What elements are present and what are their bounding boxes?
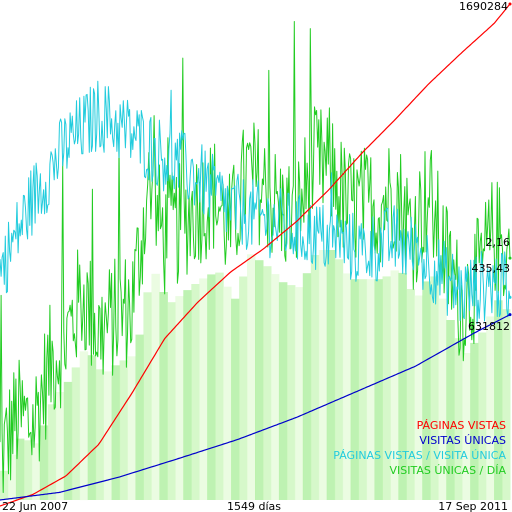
legend-page-views: PÁGINAS VISTAS <box>417 419 506 432</box>
background-band <box>119 360 128 500</box>
unique-visits-line <box>0 314 511 501</box>
background-band <box>446 320 455 500</box>
background-band <box>151 273 160 500</box>
daily-visits-end-value: 435,43 <box>472 262 511 275</box>
background-band <box>239 276 248 500</box>
background-band <box>350 279 360 500</box>
background-band <box>286 285 296 500</box>
background-band <box>143 292 152 500</box>
legend-pages-per-visit: PÁGINAS VISTAS / VISITA ÚNICA <box>333 449 506 462</box>
background-band <box>231 298 240 500</box>
background-band <box>414 295 423 500</box>
pages-per-visit-line <box>0 80 511 325</box>
background-band <box>103 371 113 500</box>
background-band <box>462 353 471 500</box>
pages-per-visit-end-point <box>508 295 512 299</box>
background-band <box>470 342 479 500</box>
background-band <box>366 279 376 500</box>
background-band <box>438 298 447 500</box>
background-band <box>0 470 9 500</box>
background-band <box>183 290 192 500</box>
x-end-label: 17 Sep 2011 <box>438 500 508 512</box>
background-band <box>79 351 89 501</box>
page-views-line <box>0 3 511 507</box>
unique-visits-end-value: 631812 <box>468 320 510 333</box>
background-band <box>63 381 73 500</box>
background-band <box>199 278 208 500</box>
ratio-end-value: 2,16 <box>486 236 511 249</box>
background-band <box>454 338 463 500</box>
unique-visits-end-point <box>508 313 512 317</box>
background-band <box>326 250 336 500</box>
background-band <box>127 356 136 500</box>
background-band <box>159 292 168 500</box>
background-band <box>374 279 383 500</box>
background-band <box>23 440 33 500</box>
background-band <box>430 276 439 500</box>
x-axis-label: 1549 días <box>227 500 281 512</box>
background-band <box>55 392 65 500</box>
background-band <box>47 404 57 500</box>
background-band <box>215 272 224 500</box>
background-band <box>87 355 97 500</box>
daily-visits-end-point <box>508 256 512 260</box>
background-band <box>247 254 256 500</box>
background-band <box>358 279 368 500</box>
page-views-end-value: 1690284 <box>459 0 508 13</box>
background-band <box>111 365 121 500</box>
legend-unique-visits: VISITAS ÚNICAS <box>419 434 506 447</box>
background-band <box>15 438 25 500</box>
background-band <box>71 367 81 500</box>
background-band <box>398 272 407 500</box>
background-band <box>135 334 144 500</box>
daily-visits-line <box>0 21 511 493</box>
page-views-end-point <box>508 2 512 6</box>
background-band <box>486 316 495 500</box>
background-band <box>406 289 415 500</box>
background-band <box>223 286 232 500</box>
background-band <box>270 274 280 500</box>
background-band <box>302 273 312 500</box>
background-band <box>8 454 17 500</box>
background-band <box>175 296 184 500</box>
x-start-label: 22 Jun 2007 <box>2 500 68 512</box>
background-band <box>255 260 264 500</box>
background-band <box>207 274 216 500</box>
background-band <box>342 273 352 500</box>
background-band <box>334 259 344 500</box>
background-band <box>382 276 391 500</box>
background-band <box>422 281 431 500</box>
background-band <box>278 282 288 500</box>
background-band <box>502 309 511 500</box>
legend-daily-visits: VISITAS ÚNICAS / DÍA <box>389 464 506 477</box>
background-band <box>167 302 176 500</box>
background-band <box>318 250 328 500</box>
background-band <box>191 284 200 500</box>
background-band <box>390 270 399 500</box>
background-band <box>494 300 503 501</box>
background-band <box>263 266 272 500</box>
background-band <box>478 332 487 500</box>
background-band <box>310 255 320 500</box>
background-band <box>95 369 105 500</box>
background-bands <box>0 250 511 501</box>
background-band <box>39 425 49 500</box>
background-band <box>31 443 41 500</box>
background-band <box>294 287 304 500</box>
